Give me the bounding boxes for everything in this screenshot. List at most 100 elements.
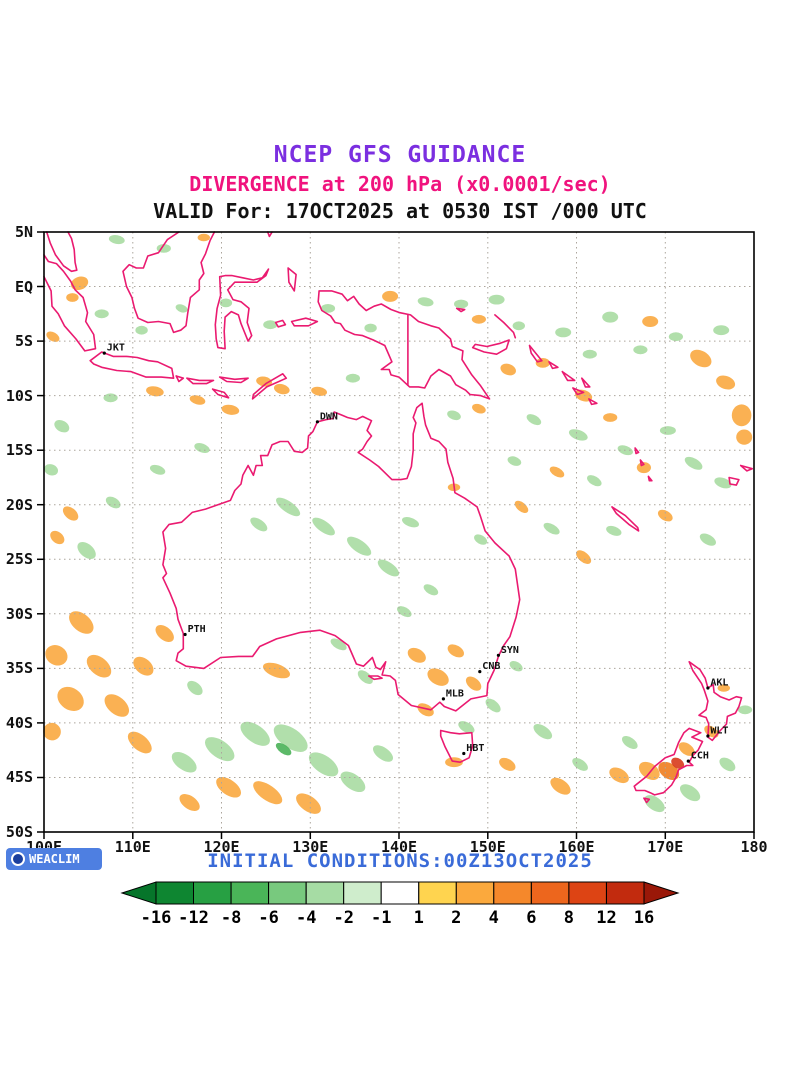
shade-blob <box>204 737 235 762</box>
y-axis-labels: 5N EQ 5S 10S 15S 20S 25S 30S 35S 40S 45S 50S <box>0 223 36 841</box>
x-tick-label: 160E <box>558 838 595 856</box>
x-tick-label: 120E <box>203 838 240 856</box>
shade-blob <box>62 506 79 521</box>
shade-blob <box>312 517 335 536</box>
x-tick-label: 140E <box>380 838 418 856</box>
shade-blob <box>296 793 321 814</box>
shade-blob <box>187 680 203 696</box>
coastline-santa-isabel <box>561 370 576 382</box>
x-tick-label: 150E <box>469 838 506 856</box>
coastline-sumatra <box>43 254 97 352</box>
valid-line: VALID For: 17OCT2025 at 0530 IST /000 UT… <box>153 199 647 223</box>
shade-blob <box>549 466 565 478</box>
coastline-halmahera <box>287 267 297 292</box>
coastline-fiji-viti-levu <box>728 476 740 486</box>
shade-blob <box>736 429 753 445</box>
shade-blob <box>535 358 550 368</box>
shade-blob <box>731 404 752 427</box>
shade-blob <box>262 662 291 679</box>
shade-blob <box>668 332 684 342</box>
colorbar-left-arrow <box>120 881 157 905</box>
coastline-borneo <box>122 231 216 334</box>
shade-blob <box>417 703 434 717</box>
shade-blob <box>427 668 449 686</box>
shade-blob <box>447 644 464 658</box>
y-tick-label: 40S <box>5 713 33 732</box>
colorbar-cell <box>418 881 457 905</box>
colorbar-cell <box>493 881 532 905</box>
x-tick-label: 170E <box>647 838 684 856</box>
shade-blob <box>500 363 516 376</box>
shade-blob <box>253 781 283 805</box>
coastline-makira <box>588 398 598 406</box>
shade-blob <box>273 383 290 395</box>
colorbar-cell <box>155 881 194 905</box>
shade-blob <box>402 517 419 528</box>
city-label: MLB <box>446 688 464 699</box>
shade-blob <box>671 757 685 770</box>
y-tick-label: 20S <box>5 495 33 514</box>
shade-blob <box>104 694 130 717</box>
coastline-malay-peninsula <box>45 231 78 273</box>
y-tick-label: 35S <box>5 659 33 678</box>
weaclim-logo: WEACLIM <box>6 848 102 870</box>
shade-blob <box>372 745 394 762</box>
colorbar-cell <box>530 881 570 905</box>
shade-blob <box>44 464 59 476</box>
coastline-sumba <box>211 388 230 399</box>
shade-blob <box>555 327 572 338</box>
colorbar-tick-label: -2 <box>333 908 353 928</box>
colorbar-tick-label: -6 <box>258 908 278 928</box>
coastline-stewart-island <box>643 797 651 804</box>
shade-blob <box>250 517 268 532</box>
shade-blob <box>397 606 412 618</box>
coastline-bali <box>175 375 185 383</box>
city-label: SYN <box>501 645 519 656</box>
shade-blob <box>127 731 152 754</box>
coastline-new-caledonia <box>611 506 640 532</box>
shade-blob <box>609 767 629 784</box>
city-label: CCH <box>691 751 709 762</box>
coastline-nz-north-island <box>688 660 743 742</box>
colorbar-tick-label: 16 <box>634 908 654 928</box>
shade-blob <box>603 413 618 422</box>
coastline-buru <box>274 319 287 328</box>
shade-blob <box>499 757 516 771</box>
initial-conditions: INITIAL CONDITIONS:00Z13OCT2025 <box>207 850 593 872</box>
shade-blob <box>512 321 525 331</box>
shade-blob <box>345 373 360 383</box>
colorbar-cell <box>455 881 495 905</box>
shade-blob <box>636 462 652 474</box>
shade-blob <box>189 395 206 405</box>
shade-blob <box>465 676 482 691</box>
shade-blob <box>602 311 619 323</box>
city-marker <box>183 632 187 637</box>
shade-blob <box>543 522 560 535</box>
shade-blob <box>146 386 164 397</box>
shade-blob <box>509 660 523 672</box>
shade-blob <box>179 794 200 811</box>
coastline-java <box>89 351 175 379</box>
shade-blob <box>576 550 592 564</box>
shade-blob <box>135 325 148 335</box>
coastline-australia <box>162 402 521 712</box>
y-tick-label: EQ <box>14 277 33 296</box>
shade-blob <box>308 752 339 777</box>
coastline-lombok-sumbawa <box>186 377 215 385</box>
shade-blob <box>471 314 486 324</box>
coastline-choiseul <box>548 361 559 370</box>
coastline-kangaroo-island <box>367 675 383 681</box>
shade-blob <box>582 349 597 359</box>
shade-blob <box>320 304 336 313</box>
shade-blob <box>54 419 70 433</box>
city-marker <box>462 751 466 756</box>
shade-blob <box>417 297 434 307</box>
y-tick-label: 10S <box>5 386 33 405</box>
shade-blob <box>447 410 461 421</box>
colorbar-tick-label: -4 <box>296 908 316 928</box>
shade-blob <box>638 761 660 780</box>
city-label: WLT <box>710 726 728 737</box>
shade-blob <box>194 443 210 453</box>
y-tick-label: 45S <box>5 768 33 787</box>
